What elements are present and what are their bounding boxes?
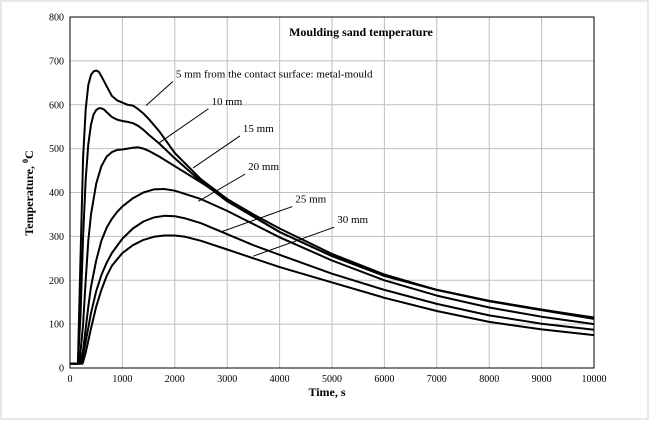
annotation-leader-6 [253, 226, 335, 257]
y-axis-title: Temperature, 0C [21, 150, 36, 235]
y-tick-label: 600 [49, 100, 64, 111]
y-tick-label: 400 [49, 188, 64, 199]
annotation-label-2: 10 mm [211, 96, 242, 108]
series-line-2 [70, 107, 595, 365]
x-tick-label: 10000 [582, 374, 607, 385]
x-tick-label: 2000 [165, 374, 185, 385]
x-tick-label: 7000 [427, 374, 447, 385]
x-tick-label: 5000 [322, 374, 342, 385]
y-axis-title-degree: 0 [21, 159, 30, 163]
x-tick-label: 6000 [374, 374, 394, 385]
annotation-leader-3 [192, 135, 241, 169]
y-tick-label: 700 [49, 56, 64, 67]
series-layer [70, 69, 595, 365]
annotation-label-4: 20 mm [248, 161, 279, 173]
annotation-label-1: 5 mm from the contact surface: metal-mou… [176, 69, 373, 81]
y-axis-title-unit: C [22, 150, 36, 159]
annotation-label-3: 15 mm [243, 123, 274, 135]
annotation-layer: 5 mm from the contact surface: metal-mou… [145, 69, 373, 257]
y-tick-label: 0 [59, 364, 64, 375]
annotation-leader-1 [145, 81, 174, 106]
x-tick-label: 4000 [270, 374, 290, 385]
x-tick-label: 1000 [112, 374, 132, 385]
plot-area-frame [69, 16, 595, 369]
y-tick-label: 100 [49, 320, 64, 331]
series-line-6 [70, 234, 595, 365]
series-line-3 [70, 146, 595, 365]
series-line-4 [70, 188, 595, 365]
tick-labels: 0 1000 2000 3000 4000 5000 6000 7000 8000 9000 100… [49, 13, 607, 386]
series-line-5 [70, 214, 595, 365]
x-axis-title: Time, s [308, 385, 345, 399]
y-tick-label: 200 [49, 276, 64, 287]
x-tick-label: 0 [68, 374, 73, 385]
annotation-label-5: 25 mm [295, 194, 326, 206]
annotation-leader-2 [158, 108, 209, 144]
annotation-label-6: 30 mm [337, 214, 368, 226]
y-tick-label: 300 [49, 232, 64, 243]
chart-title: Moulding sand temperature [289, 25, 433, 39]
x-tick-label: 9000 [532, 374, 552, 385]
annotation-leader-4 [198, 173, 246, 202]
x-tick-label: 3000 [217, 374, 237, 385]
y-axis-title-main: Temperature, [22, 163, 36, 236]
annotation-leader-5 [221, 206, 293, 233]
x-tick-label: 8000 [479, 374, 499, 385]
y-tick-label: 500 [49, 144, 64, 155]
y-tick-label: 800 [49, 13, 64, 24]
